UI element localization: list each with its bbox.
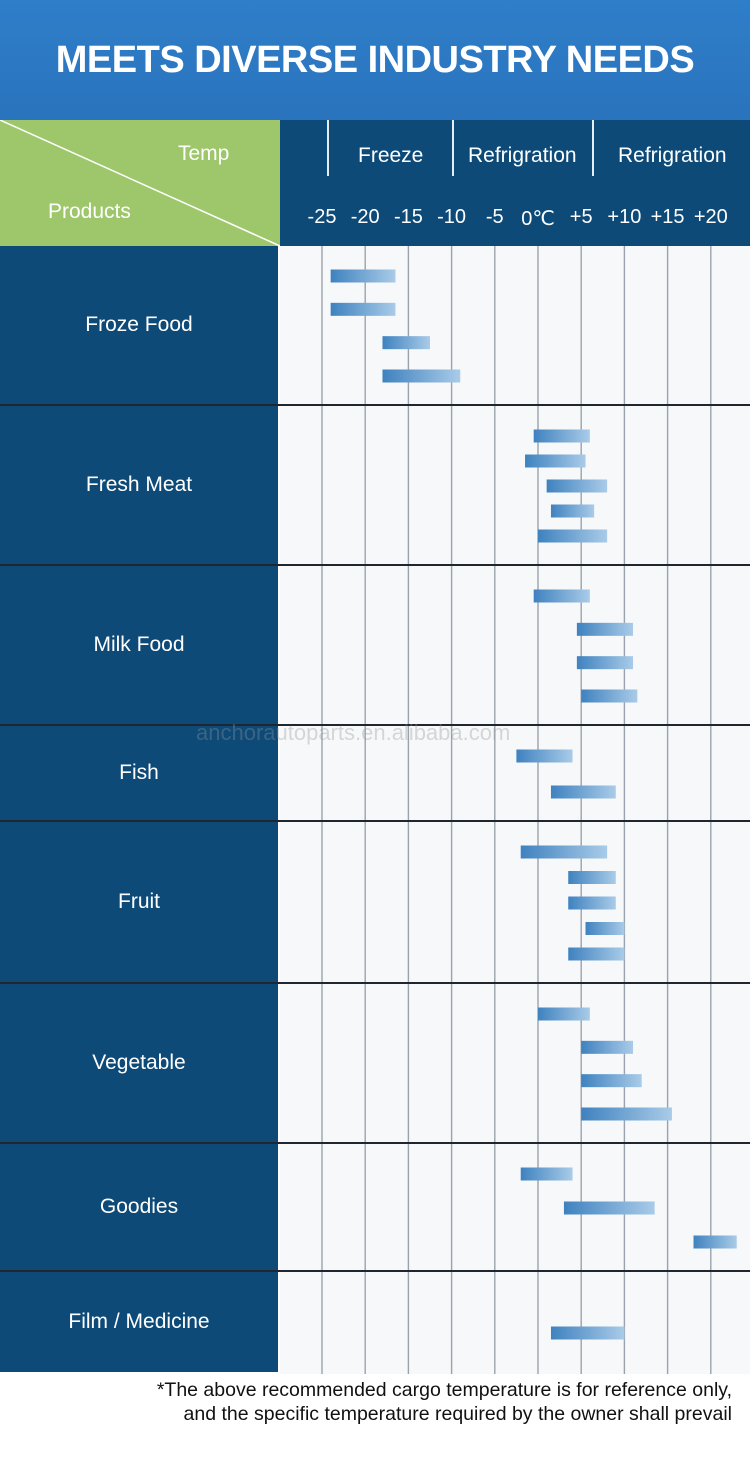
temperature-range-bar: [382, 336, 430, 350]
product-label: Fruit: [0, 822, 278, 982]
product-row: Fish: [0, 726, 750, 820]
temperature-range-bar: [538, 529, 608, 543]
product-label: Vegetable: [0, 984, 278, 1142]
footnote-line-1: *The above recommended cargo temperature…: [156, 1379, 732, 1401]
temperature-range-bar: [568, 947, 625, 961]
row-divider: [0, 982, 750, 984]
row-divider: [0, 820, 750, 822]
product-row: Froze Food: [0, 246, 750, 404]
product-row: Fruit: [0, 822, 750, 982]
x-tick-label: +5: [569, 206, 593, 228]
temperature-range-bar: [533, 589, 590, 603]
temperature-range-bar: [581, 689, 638, 703]
temperature-range-bar: [533, 429, 590, 443]
product-label: Fish: [0, 726, 278, 820]
x-tick-label: +15: [650, 206, 685, 228]
temperature-range-bar: [585, 922, 625, 935]
header-banner: MEETS DIVERSE INDUSTRY NEEDS: [0, 0, 750, 120]
temperature-header: Freeze Refrigration Refrigration -25 -20-…: [280, 120, 750, 246]
page-title: MEETS DIVERSE INDUSTRY NEEDS: [55, 38, 695, 81]
temperature-range-bar: [546, 479, 608, 493]
temperature-range-bar: [581, 1040, 634, 1054]
temperature-range-bar: [568, 896, 616, 910]
product-label: Milk Food: [0, 566, 278, 724]
temperature-range-bar: [576, 656, 634, 670]
temperature-range-bar: [525, 454, 586, 468]
temperature-range-bar: [693, 1235, 737, 1249]
x-tick-label: 0℃: [521, 208, 555, 230]
corner-diagonal-line: [0, 120, 280, 246]
x-tick-label: -15: [393, 206, 423, 228]
row-divider: [0, 724, 750, 726]
product-row: Vegetable: [0, 984, 750, 1142]
temperature-range-bar: [563, 1201, 655, 1215]
zone-label-freeze: Freeze: [358, 144, 424, 167]
product-row: Fresh Meat: [0, 406, 750, 564]
x-tick-label: -5: [485, 206, 504, 228]
temperature-range-bar: [330, 302, 396, 316]
zone-label-refrigeration-2: Refrigration: [618, 144, 727, 167]
zone-separator: [452, 120, 454, 176]
temperature-range-bar: [581, 1074, 642, 1088]
temp-axis-label: Temp: [178, 142, 230, 165]
temperature-range-bar: [581, 1107, 672, 1121]
temperature-range-bar: [520, 1167, 573, 1181]
row-divider: [0, 1270, 750, 1272]
x-tick-label: -25: [307, 206, 337, 228]
product-row: Film / Medicine: [0, 1272, 750, 1372]
x-tick-label: +10: [607, 206, 642, 228]
product-label: Fresh Meat: [0, 406, 278, 564]
product-label: Goodies: [0, 1144, 278, 1270]
zone-separator: [592, 120, 594, 176]
temperature-range-bar: [550, 785, 616, 799]
product-row: Milk Food: [0, 566, 750, 724]
corner-header-cell: Temp Products: [0, 120, 280, 246]
x-tick-label: -20: [350, 206, 380, 228]
zone-separator: [327, 120, 329, 176]
temperature-range-bar: [550, 504, 595, 518]
temperature-range-bar: [516, 749, 573, 763]
row-divider: [0, 1142, 750, 1144]
temperature-range-bar: [576, 622, 634, 636]
temperature-range-bar: [568, 871, 616, 884]
row-divider: [0, 404, 750, 406]
product-label: Froze Food: [0, 246, 278, 404]
footnote: *The above recommended cargo temperature…: [0, 1378, 732, 1426]
watermark-text: anchorautoparts.en.alibaba.com: [196, 720, 511, 745]
x-tick-label: +20: [693, 206, 728, 228]
temperature-range-bar: [550, 1326, 625, 1340]
row-divider: [0, 564, 750, 566]
temperature-range-bar: [330, 269, 396, 283]
zone-label-refrigeration-1: Refrigration: [468, 144, 577, 167]
products-axis-label: Products: [48, 200, 131, 223]
range-bar-chart: [321, 246, 737, 1374]
x-tick-label: -10: [437, 206, 467, 228]
chart-plot-area: [280, 246, 750, 1374]
product-label: Film / Medicine: [0, 1272, 278, 1372]
temperature-range-bar: [382, 369, 461, 383]
footnote-line-2: and the specific temperature required by…: [183, 1403, 732, 1425]
temperature-range-bar: [538, 1007, 590, 1021]
product-row: Goodies: [0, 1144, 750, 1270]
temperature-range-bar: [520, 845, 608, 859]
